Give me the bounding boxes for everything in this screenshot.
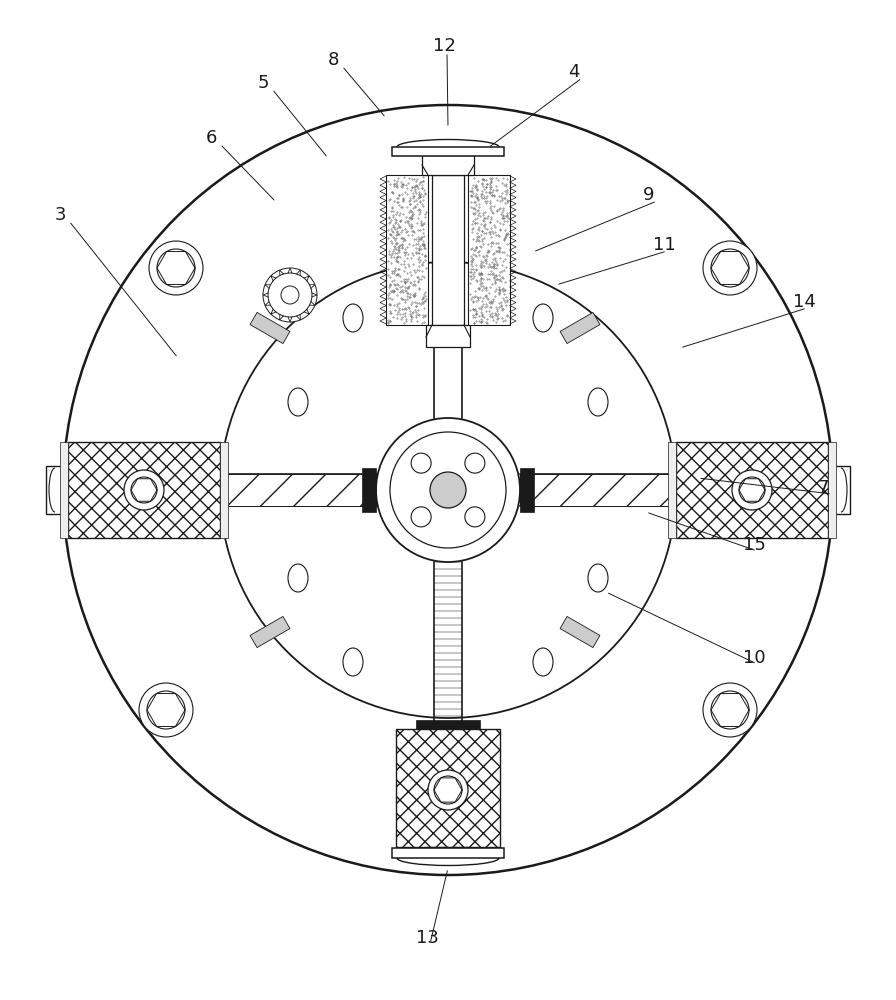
Circle shape (220, 262, 676, 718)
Circle shape (739, 477, 765, 503)
Bar (392, 848, 504, 858)
Bar (828, 442, 836, 538)
Circle shape (465, 453, 485, 473)
Circle shape (390, 432, 506, 548)
Bar (422, 850, 474, 856)
Polygon shape (560, 616, 600, 648)
Circle shape (711, 691, 749, 729)
Circle shape (411, 507, 431, 527)
Text: 11: 11 (653, 236, 676, 254)
Text: 7: 7 (818, 479, 830, 497)
Circle shape (149, 241, 203, 295)
Bar (220, 442, 228, 538)
Circle shape (376, 418, 520, 562)
Bar (60, 442, 68, 538)
Circle shape (139, 683, 193, 737)
Bar (676, 442, 828, 538)
Bar (362, 468, 376, 512)
Bar (416, 720, 480, 729)
Circle shape (732, 470, 772, 510)
Bar (396, 729, 500, 847)
Circle shape (281, 286, 299, 304)
Bar (426, 847, 470, 855)
Bar (392, 147, 504, 156)
Text: 12: 12 (433, 37, 456, 55)
Bar (68, 442, 220, 538)
Circle shape (268, 273, 312, 317)
Text: 6: 6 (206, 129, 218, 147)
Circle shape (124, 470, 164, 510)
Bar (520, 474, 676, 506)
Text: 8: 8 (328, 51, 340, 69)
Circle shape (434, 776, 462, 804)
Polygon shape (250, 616, 290, 648)
Bar (386, 175, 428, 325)
Bar (422, 155, 474, 175)
Circle shape (703, 241, 757, 295)
Text: 9: 9 (643, 186, 654, 204)
Bar (832, 466, 850, 514)
Circle shape (157, 249, 195, 287)
Bar (668, 442, 676, 538)
Text: 4: 4 (568, 63, 580, 81)
Text: 3: 3 (55, 206, 66, 224)
Text: 13: 13 (416, 929, 439, 947)
Bar (432, 175, 464, 325)
Text: 15: 15 (743, 536, 766, 554)
Polygon shape (250, 312, 290, 344)
Bar (220, 474, 376, 506)
Circle shape (430, 472, 466, 508)
Circle shape (703, 683, 757, 737)
Circle shape (131, 477, 157, 503)
Circle shape (428, 770, 468, 810)
Circle shape (465, 507, 485, 527)
Text: 5: 5 (258, 74, 270, 92)
Polygon shape (560, 312, 600, 344)
Bar (520, 468, 534, 512)
Text: 14: 14 (793, 293, 816, 311)
Circle shape (711, 249, 749, 287)
Circle shape (63, 105, 833, 875)
Bar (426, 325, 470, 347)
Bar (46, 466, 64, 514)
Text: 10: 10 (743, 649, 765, 667)
Circle shape (411, 453, 431, 473)
Circle shape (147, 691, 185, 729)
Circle shape (263, 268, 317, 322)
Bar (468, 175, 510, 325)
